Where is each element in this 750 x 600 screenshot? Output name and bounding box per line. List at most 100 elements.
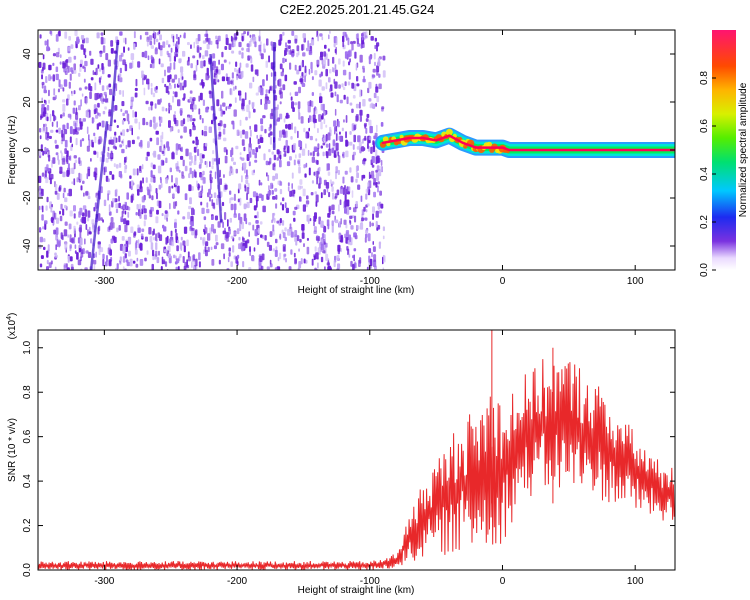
noise-speckle [357,135,361,143]
noise-speckle [293,189,296,194]
noise-speckle [288,123,292,130]
noise-speckle [349,58,351,63]
noise-speckle [323,118,326,125]
noise-speckle [192,118,196,122]
noise-speckle [213,245,217,250]
noise-speckle [279,154,282,160]
noise-speckle [151,63,155,69]
noise-speckle [82,65,85,69]
noise-speckle [41,84,44,89]
noise-speckle [290,136,293,140]
noise-speckle [258,44,262,52]
noise-speckle [294,206,298,210]
noise-speckle [144,257,147,262]
noise-speckle [101,120,105,128]
spectrogram-x-axis-label: Height of straight line (km) [298,285,415,296]
noise-speckle [291,30,295,36]
noise-speckle [291,172,294,179]
noise-speckle [145,177,148,183]
noise-speckle [203,60,206,67]
spectrogram-y-axis-label: Frequency (Hz) [7,116,18,185]
noise-speckle [287,39,291,44]
noise-speckle [49,113,52,122]
noise-speckle [129,258,133,267]
noise-speckle [377,181,380,185]
noise-speckle [317,236,320,242]
noise-speckle [233,231,237,236]
noise-speckle [334,48,337,54]
noise-speckle [125,156,128,161]
noise-speckle [268,126,271,132]
noise-speckle [311,100,314,108]
noise-speckle [260,87,264,96]
noise-speckle [257,86,261,93]
noise-speckle [47,149,50,158]
noise-speckle [150,170,153,178]
noise-speckle [251,101,255,107]
noise-speckle [88,134,90,141]
noise-speckle [319,96,323,104]
colorbar-tick-label: 0.8 [699,71,710,85]
noise-speckle [333,67,336,73]
noise-speckle [359,101,361,109]
noise-speckle [363,158,367,162]
noise-speckle [159,49,163,57]
noise-speckle [151,207,154,212]
noise-speckle [131,139,135,145]
noise-speckle [41,81,45,86]
noise-speckle [259,256,263,262]
noise-speckle [186,239,189,247]
noise-speckle [58,79,61,88]
noise-speckle [270,41,273,46]
noise-speckle [305,200,310,205]
noise-speckle [313,230,317,234]
noise-speckle [184,193,188,201]
noise-speckle [165,108,168,112]
noise-speckle [338,204,340,212]
noise-speckle [202,40,207,44]
noise-speckle [347,240,350,245]
noise-speckle [46,167,51,172]
noise-speckle [59,54,62,58]
noise-speckle [94,172,97,181]
noise-speckle [286,114,290,119]
noise-speckle [168,44,171,48]
noise-speckle [263,153,266,161]
x-tick-label: -200 [227,576,247,587]
noise-speckle [309,135,313,141]
noise-speckle [118,90,122,95]
noise-speckle [149,40,153,46]
noise-speckle [300,116,304,124]
noise-speckle [349,167,352,173]
noise-speckle [84,267,88,270]
noise-speckle [87,168,91,177]
noise-speckle [317,35,319,42]
noise-speckle [223,253,225,260]
noise-speckle [331,186,334,192]
noise-speckle [203,216,207,221]
noise-speckle [171,185,174,189]
noise-speckle [253,108,256,113]
noise-speckle [278,137,282,141]
noise-speckle [235,168,238,174]
noise-speckle [173,62,176,70]
noise-speckle [242,129,245,135]
noise-speckle [104,261,108,267]
noise-speckle [170,230,173,237]
noise-speckle [189,114,193,122]
noise-speckle [350,41,353,45]
noise-speckle [174,111,176,115]
noise-speckle [353,254,355,262]
noise-speckle [64,204,67,209]
noise-speckle [178,266,180,270]
noise-speckle [58,239,61,247]
noise-speckle [180,66,184,73]
noise-speckle [225,73,228,78]
noise-speckle [298,166,301,174]
noise-speckle [227,256,230,263]
noise-speckle [66,170,70,177]
noise-speckle [248,161,251,167]
noise-speckle [216,99,220,107]
noise-speckle [84,54,87,59]
noise-speckle [168,84,172,90]
